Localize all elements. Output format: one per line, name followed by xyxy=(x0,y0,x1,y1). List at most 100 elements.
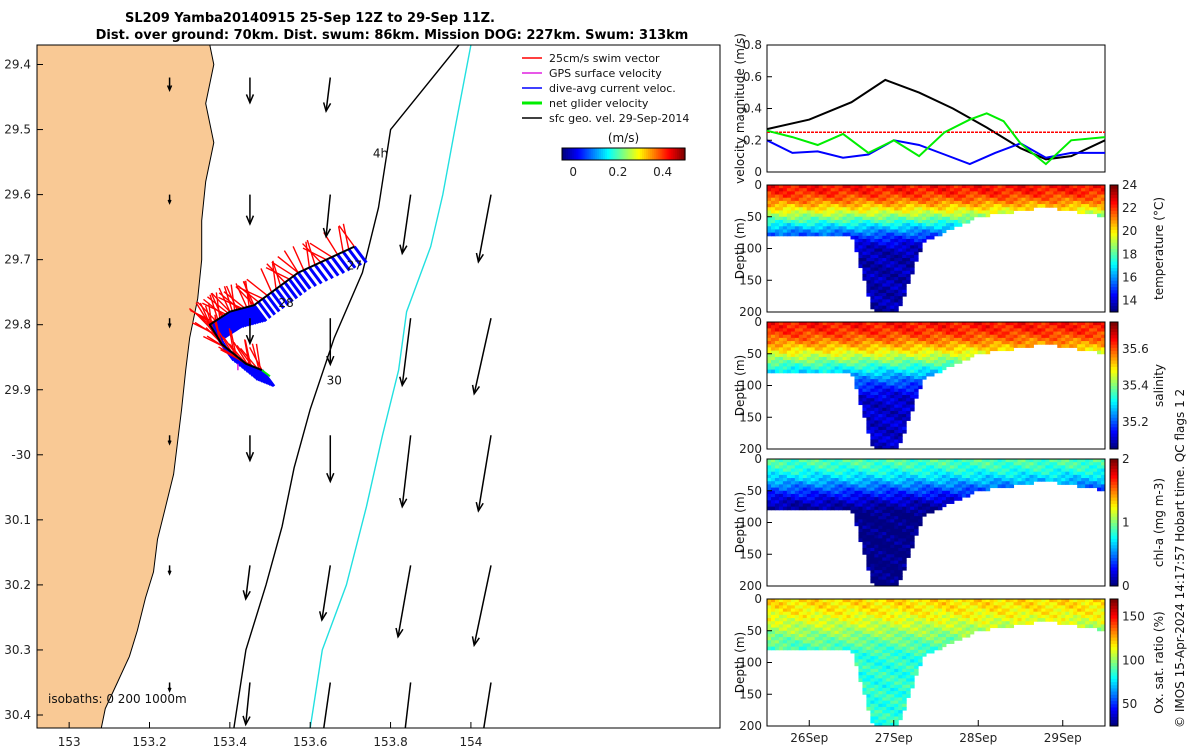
profile-cell xyxy=(937,207,943,211)
profile-cell xyxy=(822,640,828,644)
profile-cell xyxy=(874,191,879,196)
profile-cell xyxy=(886,258,891,262)
profile-cell xyxy=(1013,322,1019,326)
profile-colorbar-tick: 35.2 xyxy=(1122,415,1149,429)
colorbar-cell xyxy=(580,148,584,160)
profile-cell xyxy=(774,232,780,237)
profile-cell xyxy=(810,223,816,227)
profile-cell xyxy=(906,270,911,275)
profile-cell xyxy=(1097,334,1102,339)
profile-cell xyxy=(894,509,899,514)
profile-cell xyxy=(1013,474,1019,479)
colorbar-tick-label: 0.4 xyxy=(653,165,672,179)
profile-cell xyxy=(945,197,951,202)
profile-cell xyxy=(886,369,891,374)
profile-cell xyxy=(918,500,923,504)
profile-cell xyxy=(842,223,848,227)
profile-cell xyxy=(914,347,919,352)
profile-cell xyxy=(882,516,887,520)
profile-cell xyxy=(969,210,975,215)
profile-cell xyxy=(858,525,863,530)
profile-cell xyxy=(1097,188,1102,192)
profile-cell xyxy=(838,363,844,367)
profile-cell xyxy=(794,194,800,199)
profile-cell xyxy=(774,341,780,345)
profile-cell xyxy=(818,478,824,482)
profile-cell xyxy=(1101,462,1106,466)
profile-cell xyxy=(894,344,899,348)
profile-cell xyxy=(886,328,891,333)
profile-cell xyxy=(818,197,824,202)
profile-cell xyxy=(834,325,840,329)
profile-cell xyxy=(810,341,816,345)
profile-cell xyxy=(1065,344,1070,348)
profile-cell xyxy=(782,337,788,342)
profile-cell xyxy=(866,223,871,227)
profile-cell xyxy=(838,627,844,632)
profile-cell xyxy=(850,490,855,495)
profile-cell xyxy=(866,341,871,345)
profile-cell xyxy=(770,356,776,361)
profile-cell xyxy=(846,481,852,485)
profile-cell xyxy=(786,627,792,632)
profile-cell xyxy=(898,188,903,192)
profile-cell xyxy=(945,487,951,492)
profile-cell xyxy=(802,188,808,192)
profile-cell xyxy=(926,331,931,336)
profile-cell xyxy=(854,360,859,364)
profile-cell xyxy=(890,573,895,577)
profile-cell xyxy=(918,242,923,246)
profile-cell xyxy=(894,442,899,447)
profile-cell xyxy=(981,188,987,192)
profile-ytick-label: 0 xyxy=(754,452,762,466)
profile-cell xyxy=(957,207,963,211)
profile-cell xyxy=(767,325,772,329)
profile-cell xyxy=(981,484,987,489)
profile-cell xyxy=(918,478,923,482)
profile-cell xyxy=(870,481,875,485)
profile-cell xyxy=(786,213,792,218)
profile-cell xyxy=(870,490,875,495)
profile-cell xyxy=(862,503,867,508)
profile-cell xyxy=(890,557,895,562)
profile-cell xyxy=(1089,465,1094,470)
profile-cell xyxy=(922,229,927,234)
profile-cell xyxy=(886,478,891,482)
profile-cell xyxy=(882,474,887,479)
profile-cell xyxy=(870,573,875,577)
profile-cell xyxy=(1085,481,1090,485)
profile-cell xyxy=(977,462,983,466)
profile-cell xyxy=(794,197,800,202)
profile-cell xyxy=(898,337,903,342)
profile-cell xyxy=(934,197,939,202)
profile-cell xyxy=(886,535,891,539)
profile-cell xyxy=(870,484,875,489)
profile-cell xyxy=(818,331,824,336)
profile-cell xyxy=(767,223,772,227)
profile-cell xyxy=(1029,331,1034,336)
profile-cell xyxy=(886,481,891,485)
profile-cell xyxy=(798,334,804,339)
profile-cell xyxy=(878,493,883,498)
profile-cell xyxy=(918,210,923,215)
profile-cell xyxy=(961,188,967,192)
profile-cell xyxy=(806,602,812,606)
velocity-ytick-label: 0.6 xyxy=(743,70,762,84)
profile-cell xyxy=(878,191,883,196)
profile-cell xyxy=(774,614,780,619)
profile-cell xyxy=(906,210,911,215)
profile-cell xyxy=(1073,188,1078,192)
profile-cell xyxy=(1001,484,1007,489)
profile-ytick-label: 150 xyxy=(739,547,762,561)
profile-cell xyxy=(898,417,903,421)
colorbar-cell xyxy=(568,148,571,160)
profile-cell xyxy=(890,356,895,361)
profile-cell xyxy=(1097,478,1102,482)
profile-cell xyxy=(937,188,943,192)
profile-cell xyxy=(806,462,812,466)
profile-cell xyxy=(1097,191,1102,196)
profile-cell xyxy=(810,347,816,352)
profile-cell xyxy=(894,207,899,211)
profile-cell xyxy=(1069,334,1074,339)
sfc-geo-arrow-head xyxy=(167,199,172,205)
